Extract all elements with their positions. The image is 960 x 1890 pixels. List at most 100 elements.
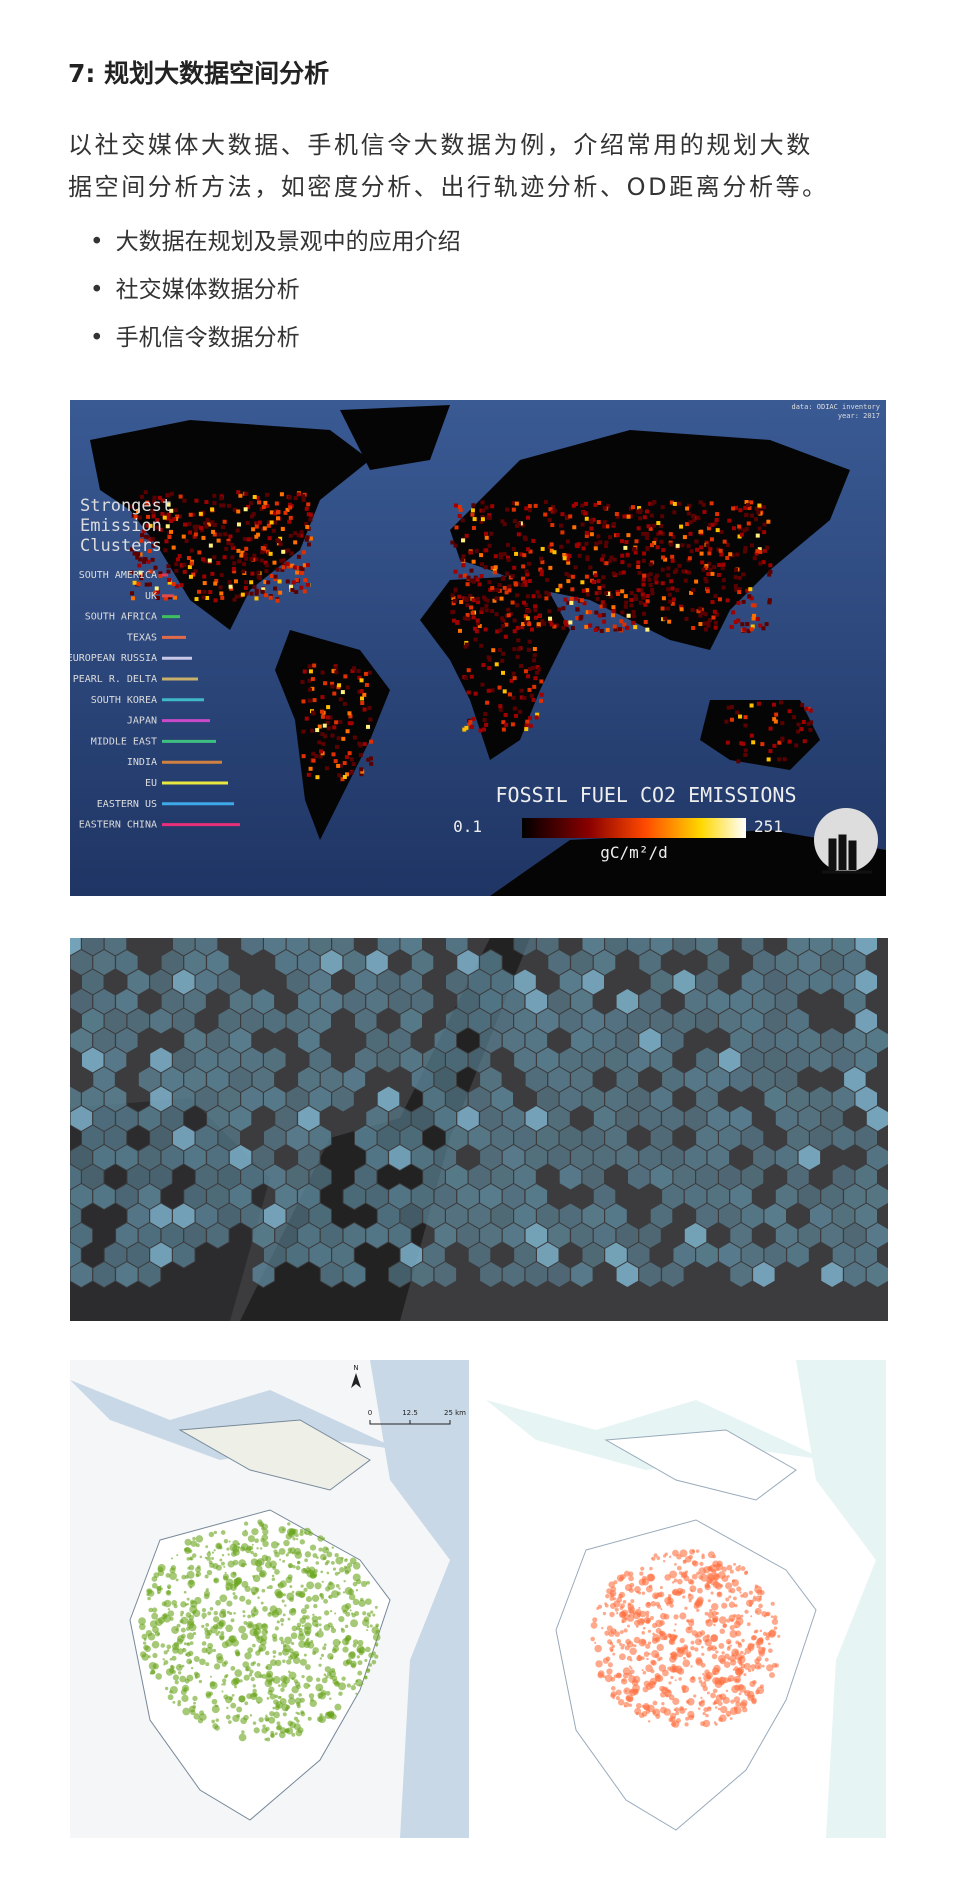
heat-dot	[510, 600, 515, 605]
orange-dot	[643, 1651, 650, 1657]
green-dot	[305, 1567, 312, 1574]
heat-dot	[469, 578, 474, 583]
heat-dot	[721, 585, 726, 590]
green-dot	[242, 1661, 250, 1668]
green-dot	[298, 1640, 306, 1648]
heat-dot	[686, 570, 691, 575]
orange-dot	[717, 1701, 723, 1707]
orange-dot	[747, 1668, 752, 1673]
green-dot	[323, 1643, 327, 1647]
heat-dot	[179, 563, 184, 568]
green-dot	[291, 1732, 296, 1737]
heat-dot	[634, 539, 639, 544]
green-dot	[255, 1696, 263, 1704]
heat-dot	[674, 568, 679, 573]
orange-dot	[673, 1708, 677, 1711]
heat-dot	[213, 581, 218, 586]
green-dot	[189, 1557, 193, 1561]
green-dot	[225, 1582, 233, 1591]
heat-dot	[745, 503, 750, 508]
heat-dot	[162, 515, 167, 520]
orange-dot	[668, 1555, 672, 1559]
orange-dot	[722, 1623, 727, 1629]
heat-dot	[585, 592, 590, 597]
heat-dot	[151, 512, 156, 517]
heat-dot	[602, 520, 607, 525]
heat-dot	[526, 647, 531, 652]
heat-dot	[240, 592, 245, 597]
green-dot	[309, 1544, 317, 1551]
heat-dot	[135, 555, 140, 560]
green-dot	[278, 1548, 286, 1555]
cluster-name: EU	[145, 778, 157, 789]
heat-dot	[746, 521, 751, 526]
orange-dot	[700, 1696, 703, 1699]
heat-dot	[495, 629, 500, 634]
green-dot	[272, 1636, 278, 1642]
green-dot	[288, 1671, 297, 1680]
heat-dot	[745, 622, 750, 627]
heat-dot	[188, 574, 193, 579]
heat-dot	[470, 724, 475, 729]
orange-dot	[656, 1643, 664, 1652]
orange-dot	[740, 1650, 744, 1655]
heat-dot	[589, 526, 594, 531]
heat-dot	[751, 616, 756, 621]
heat-dot	[500, 519, 505, 524]
green-dot	[300, 1608, 307, 1615]
heat-dot	[166, 493, 171, 498]
heat-dot	[212, 493, 217, 498]
heat-dot	[490, 566, 495, 571]
heat-dot	[334, 670, 339, 675]
heat-dot	[584, 533, 589, 538]
orange-dot	[729, 1717, 733, 1720]
heat-dot	[527, 622, 532, 627]
green-dot	[303, 1587, 308, 1592]
heat-dot	[771, 702, 776, 707]
green-dot	[268, 1585, 273, 1590]
heat-dot	[323, 734, 328, 739]
orange-dot	[704, 1611, 709, 1616]
bullet: 大数据在规划及景观中的应用介绍	[90, 222, 461, 270]
heat-dot	[317, 740, 322, 745]
green-dot	[155, 1673, 163, 1680]
orange-dot	[689, 1585, 697, 1593]
heat-dot	[320, 732, 325, 737]
heat-dot	[502, 552, 507, 557]
heat-dot	[762, 522, 767, 527]
heat-dot	[203, 521, 208, 526]
green-dot	[338, 1641, 342, 1644]
heat-dot	[484, 548, 489, 553]
heat-dot	[533, 608, 538, 613]
heat-dot	[487, 580, 492, 585]
heat-dot	[227, 580, 232, 585]
heat-dot	[462, 727, 467, 732]
green-dot	[171, 1643, 180, 1651]
heat-dot	[338, 763, 343, 768]
heat-dot	[617, 627, 622, 632]
orange-dot	[634, 1619, 641, 1627]
green-dot	[209, 1562, 215, 1568]
orange-dot	[689, 1579, 695, 1585]
heat-dot	[169, 491, 174, 496]
green-dot	[271, 1678, 275, 1682]
heat-dot	[526, 674, 531, 679]
green-dot	[171, 1655, 177, 1661]
heat-dot	[367, 705, 372, 710]
heat-dot	[595, 596, 600, 601]
heat-dot	[480, 500, 485, 505]
heat-dot	[754, 551, 759, 556]
hex-cell	[70, 1202, 82, 1230]
heat-dot	[698, 606, 703, 611]
hex-cell	[70, 938, 82, 957]
orange-dot	[609, 1596, 615, 1601]
heat-dot	[362, 692, 367, 697]
green-dot	[284, 1636, 292, 1645]
heat-dot	[565, 539, 570, 544]
orange-dot	[629, 1647, 637, 1656]
heat-dot	[145, 535, 150, 540]
heat-dot	[307, 678, 312, 683]
green-dot	[371, 1659, 377, 1665]
heat-dot	[315, 775, 320, 780]
orange-dot	[690, 1640, 695, 1645]
